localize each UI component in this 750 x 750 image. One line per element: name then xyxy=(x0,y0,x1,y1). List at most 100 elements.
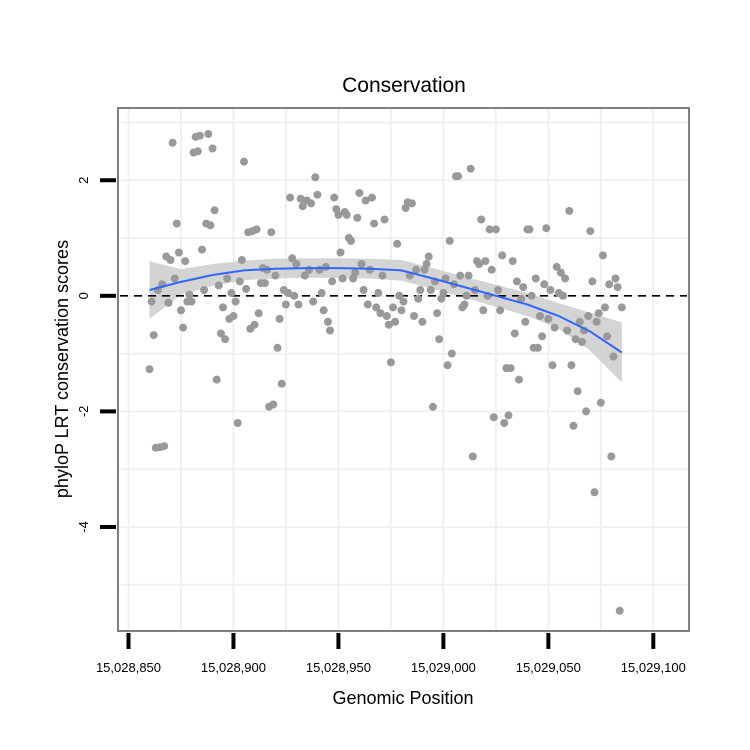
data-point xyxy=(229,312,238,320)
data-point xyxy=(433,309,442,318)
data-point xyxy=(540,280,549,289)
data-point xyxy=(336,248,345,257)
data-point xyxy=(500,419,509,427)
data-point xyxy=(309,297,318,306)
x-tick-label: 15,029,050 xyxy=(516,660,581,675)
data-point xyxy=(548,361,557,370)
data-point xyxy=(428,402,437,411)
data-point xyxy=(552,262,561,271)
data-point xyxy=(613,283,622,292)
data-point xyxy=(391,317,400,326)
data-point xyxy=(609,352,618,361)
data-point xyxy=(601,303,609,312)
data-point xyxy=(342,210,351,219)
data-point xyxy=(598,251,607,260)
data-point xyxy=(596,398,605,407)
data-point xyxy=(208,144,217,153)
data-point xyxy=(575,317,584,326)
data-point xyxy=(588,277,597,286)
data-point xyxy=(462,291,471,300)
data-point xyxy=(206,221,215,230)
data-point xyxy=(519,283,528,292)
data-point xyxy=(508,257,517,266)
data-point xyxy=(237,256,246,264)
x-tick-label: 15,028,850 xyxy=(96,660,161,675)
data-point xyxy=(456,271,465,280)
data-point xyxy=(464,271,473,280)
data-point xyxy=(550,323,559,332)
data-point xyxy=(250,320,259,329)
data-point xyxy=(292,260,301,268)
data-point xyxy=(200,286,209,294)
data-point xyxy=(351,268,360,277)
data-point xyxy=(149,331,158,340)
data-point xyxy=(475,260,484,268)
data-point xyxy=(370,219,379,228)
data-point xyxy=(447,349,456,358)
data-point xyxy=(170,274,179,283)
data-point xyxy=(254,309,263,318)
data-point xyxy=(198,245,206,254)
data-point xyxy=(531,274,540,283)
data-point xyxy=(235,277,244,286)
x-tick-label: 15,029,000 xyxy=(411,660,476,675)
data-point xyxy=(376,309,385,318)
data-point xyxy=(496,306,505,315)
chart-title: Conservation xyxy=(342,74,466,97)
data-point xyxy=(347,236,355,245)
data-point xyxy=(204,130,213,138)
data-point xyxy=(174,248,183,257)
data-point xyxy=(321,262,330,271)
y-tick-label: -4 xyxy=(76,521,91,533)
data-point xyxy=(460,300,469,309)
data-point xyxy=(227,288,236,297)
data-point xyxy=(527,291,536,300)
data-point xyxy=(359,286,368,294)
data-point xyxy=(179,323,188,332)
smooth-line xyxy=(149,267,623,354)
data-point xyxy=(223,274,232,283)
data-point xyxy=(399,297,408,306)
data-point xyxy=(168,138,177,147)
y-tick-label: -2 xyxy=(76,406,91,418)
data-point xyxy=(311,173,320,182)
data-point xyxy=(584,312,593,320)
x-axis-label: Genomic Position xyxy=(332,688,473,708)
data-point xyxy=(334,210,343,219)
data-point xyxy=(424,252,433,261)
data-point xyxy=(386,358,395,367)
data-point xyxy=(395,291,404,300)
data-point xyxy=(210,206,219,215)
data-point xyxy=(569,421,578,430)
data-point xyxy=(542,224,551,233)
data-point xyxy=(435,335,444,344)
data-point xyxy=(485,225,494,234)
data-point xyxy=(416,286,425,294)
data-point xyxy=(561,274,570,283)
data-point xyxy=(544,314,553,323)
data-point xyxy=(160,442,169,451)
data-point xyxy=(525,225,534,234)
data-point xyxy=(407,199,416,208)
data-point xyxy=(288,254,297,263)
data-point xyxy=(389,303,397,312)
y-axis: 2 0 -2 -4 xyxy=(76,177,116,533)
data-point xyxy=(294,300,303,309)
data-point xyxy=(590,488,599,497)
data-point xyxy=(445,236,454,245)
data-point xyxy=(517,294,526,303)
data-point xyxy=(487,265,496,274)
data-point xyxy=(290,291,299,300)
panel-border xyxy=(117,107,690,632)
data-point xyxy=(231,297,240,306)
data-point xyxy=(286,193,295,202)
data-point xyxy=(489,413,498,422)
data-point xyxy=(582,407,591,416)
y-axis-label: phyloP LRT conservation scores xyxy=(52,240,72,498)
data-point xyxy=(384,320,393,329)
data-point xyxy=(592,317,601,326)
data-point xyxy=(353,213,362,222)
data-point xyxy=(491,225,500,234)
data-point xyxy=(563,326,572,335)
data-point xyxy=(361,196,370,205)
